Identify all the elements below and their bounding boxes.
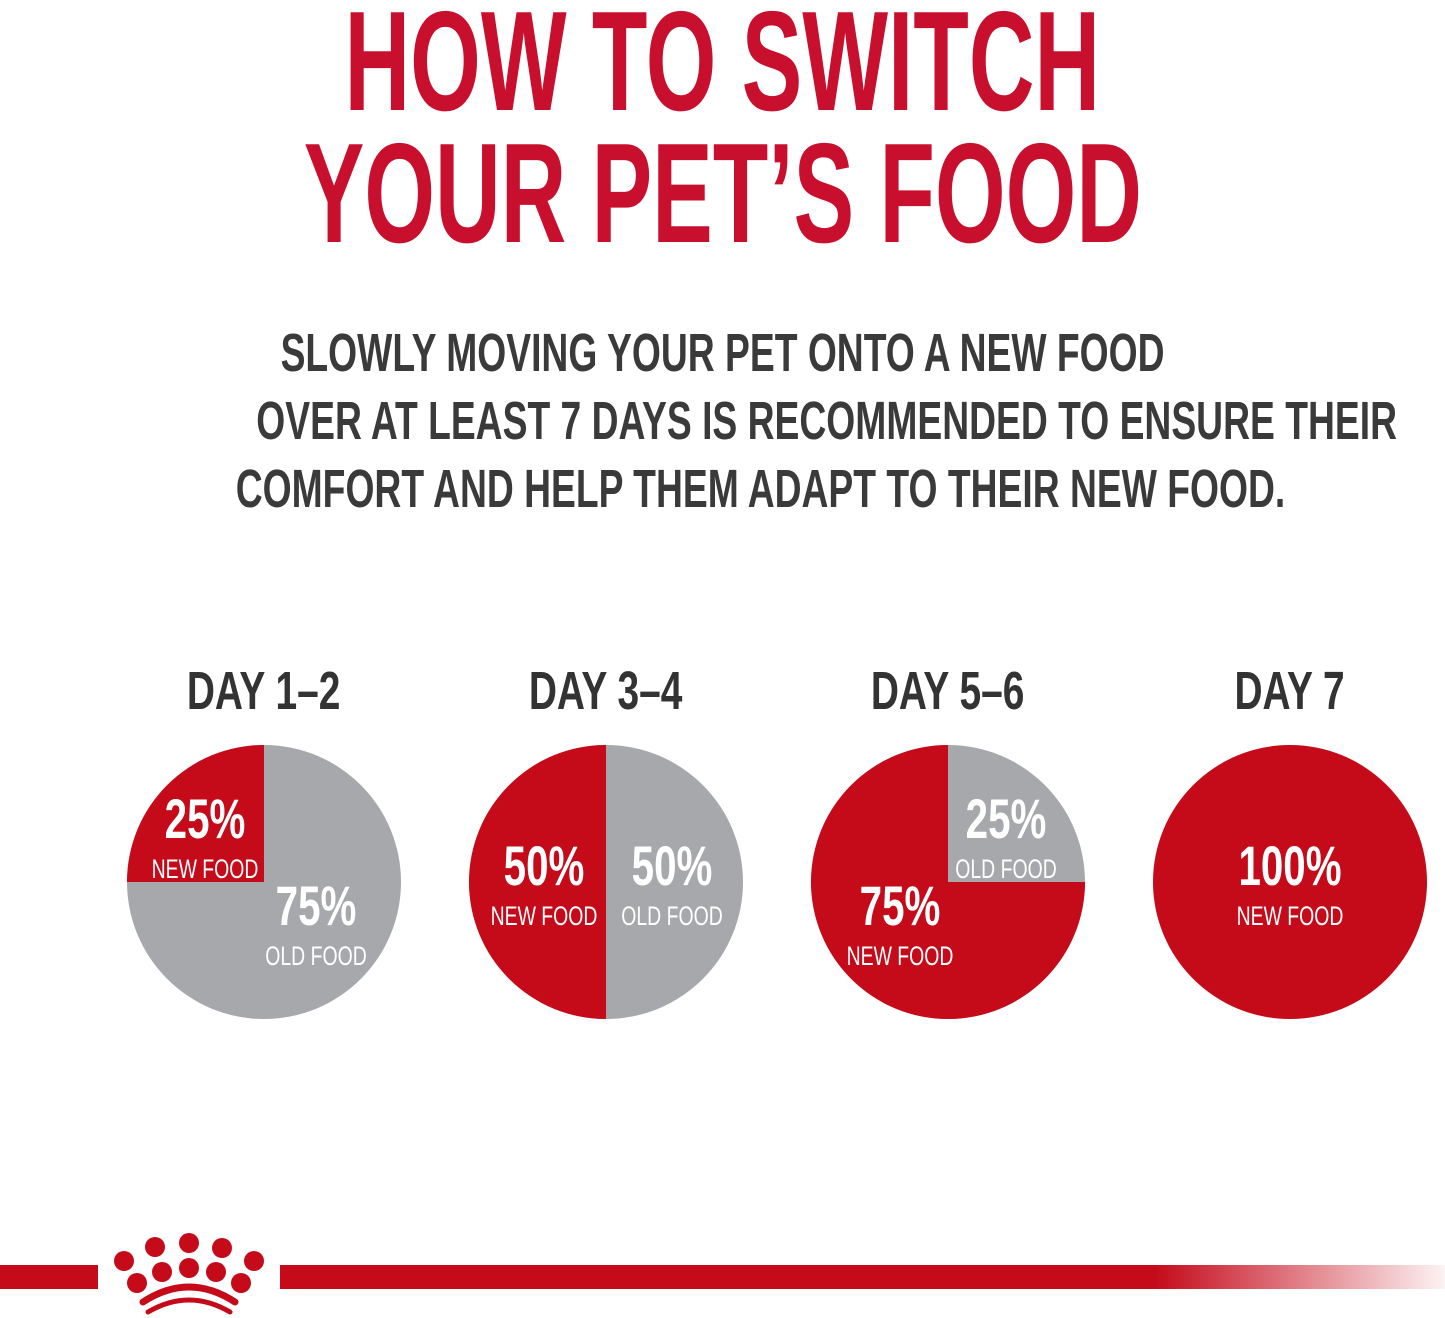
pie-category-label: OLD FOOD [621, 901, 722, 931]
pie-slice-label: 25%OLD FOOD [955, 789, 1056, 884]
pie-category-label: OLD FOOD [265, 941, 366, 971]
pie-slice-label: 75%OLD FOOD [265, 876, 366, 971]
pie-slice-label: 50%NEW FOOD [491, 836, 598, 931]
pie-slice-new-food [469, 745, 606, 1019]
pie-category-label: OLD FOOD [955, 854, 1056, 884]
pie-slice-new-food [1153, 745, 1427, 1019]
footer-bar-right [280, 1265, 1445, 1289]
pie-title-day-1-2: DAY 1–2 [187, 661, 341, 721]
pie-slice-new-food [127, 745, 264, 882]
subtitle-line-1: SLOWLY MOVING YOUR PET ONTO A NEW FOOD [280, 323, 1165, 383]
pie-slice-label: 25%NEW FOOD [152, 789, 259, 884]
royal-canin-crown-icon [114, 1233, 264, 1315]
footer-bar-left [0, 1265, 98, 1289]
pie-category-label: NEW FOOD [152, 854, 259, 884]
pie-percent-label: 25% [966, 789, 1047, 851]
pie-percent-label: 75% [860, 876, 941, 938]
pie-percent-label: 50% [504, 836, 585, 898]
pie-slice-new-food [811, 745, 1085, 1019]
pie-percent-label: 50% [632, 836, 713, 898]
pie-category-label: NEW FOOD [491, 901, 598, 931]
title-line-2: YOUR PET’S FOOD [303, 114, 1142, 273]
pie-percent-label: 25% [165, 789, 246, 851]
pie-slice-label: 75%NEW FOOD [847, 876, 954, 971]
pie-title-day-5-6: DAY 5–6 [871, 661, 1025, 721]
pie-slice-label: 100%NEW FOOD [1237, 836, 1344, 931]
pie-chart-4: 100%NEW FOOD [1153, 745, 1427, 1019]
title-line-1: HOW TO SWITCH [344, 0, 1101, 141]
pie-category-label: NEW FOOD [847, 941, 954, 971]
subtitle-line-2: OVER AT LEAST 7 DAYS IS RECOMMENDED TO E… [256, 391, 1397, 451]
pie-title-day-7: DAY 7 [1234, 661, 1346, 721]
pie-slice-label: 50%OLD FOOD [621, 836, 722, 931]
pie-title-day-3-4: DAY 3–4 [529, 661, 683, 721]
pie-category-label: NEW FOOD [1237, 901, 1344, 931]
pie-percent-label: 100% [1238, 836, 1341, 898]
pie-percent-label: 75% [276, 876, 357, 938]
subtitle-line-3: COMFORT AND HELP THEM ADAPT TO THEIR NEW… [235, 459, 1286, 519]
